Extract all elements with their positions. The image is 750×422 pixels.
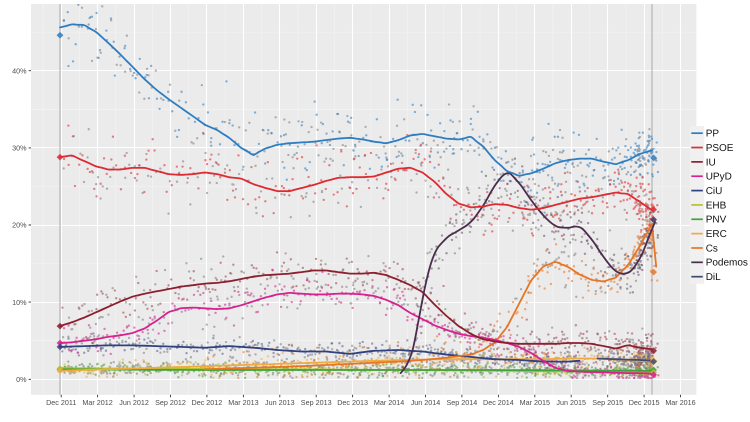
svg-text:Sep 2014: Sep 2014	[447, 398, 478, 407]
svg-text:Mar 2014: Mar 2014	[374, 398, 404, 407]
svg-text:ERC: ERC	[706, 229, 727, 240]
svg-text:Sep 2012: Sep 2012	[155, 398, 186, 407]
svg-text:Mar 2015: Mar 2015	[520, 398, 550, 407]
svg-text:Mar 2012: Mar 2012	[82, 398, 112, 407]
svg-text:Dec 2011: Dec 2011	[46, 398, 76, 407]
svg-text:EHB: EHB	[706, 200, 727, 211]
svg-text:Sep 2015: Sep 2015	[592, 398, 623, 407]
svg-text:Jun 2012: Jun 2012	[119, 398, 149, 407]
svg-text:Mar 2013: Mar 2013	[228, 398, 258, 407]
svg-text:Jun 2013: Jun 2013	[265, 398, 295, 407]
svg-text:UPyD: UPyD	[706, 172, 732, 183]
svg-text:PSOE: PSOE	[706, 143, 734, 154]
svg-text:40%: 40%	[12, 66, 27, 75]
svg-text:CiU: CiU	[706, 186, 723, 197]
svg-text:Jun 2015: Jun 2015	[556, 398, 586, 407]
svg-text:30%: 30%	[12, 144, 27, 153]
svg-text:10%: 10%	[12, 298, 27, 307]
svg-text:PP: PP	[706, 129, 720, 140]
svg-text:DiL: DiL	[706, 272, 721, 283]
svg-text:Dec 2015: Dec 2015	[629, 398, 660, 407]
svg-text:IU: IU	[706, 157, 716, 168]
svg-text:20%: 20%	[12, 221, 27, 230]
svg-text:Sep 2013: Sep 2013	[301, 398, 332, 407]
svg-text:Dec 2012: Dec 2012	[192, 398, 223, 407]
svg-text:Dec 2014: Dec 2014	[483, 398, 514, 407]
svg-text:Cs: Cs	[706, 243, 718, 254]
svg-text:Jun 2014: Jun 2014	[411, 398, 441, 407]
svg-text:PNV: PNV	[706, 215, 727, 226]
svg-text:0%: 0%	[16, 375, 27, 384]
svg-text:Podemos: Podemos	[706, 258, 748, 269]
svg-text:Dec 2013: Dec 2013	[337, 398, 368, 407]
svg-text:Mar 2016: Mar 2016	[665, 398, 695, 407]
